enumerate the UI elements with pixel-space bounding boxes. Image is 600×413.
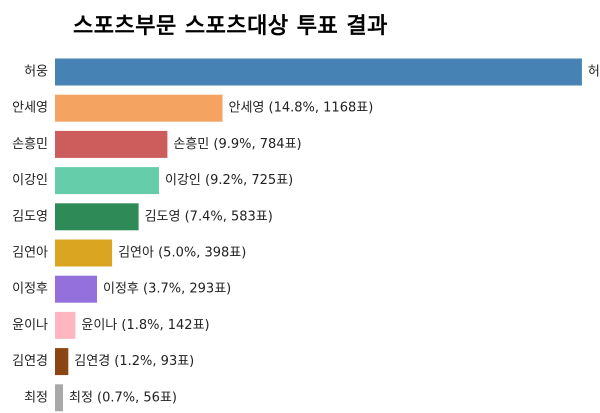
bar-2 [55,130,168,158]
category-label-8: 김연경 [12,354,48,369]
data-label-0: 허웅 (46.4%, 3674 [588,65,600,80]
data-label-9: 최정 (0.7%, 56표) [69,390,177,405]
category-label-0: 허웅 [24,65,48,80]
category-label-2: 손흥민 [12,137,48,152]
data-label-1: 안세영 (14.8%, 1168표) [229,101,374,116]
data-label-7: 윤이나 (1.8%, 142표) [81,318,209,333]
data-label-4: 김도영 (7.4%, 583표) [145,209,273,224]
bars-layer [55,58,582,412]
data-label-3: 이강인 (9.2%, 725표) [165,173,293,188]
bar-7 [55,311,76,339]
chart-title: 스포츠부문 스포츠대상 투표 결과 [73,14,388,39]
bar-9 [55,384,63,412]
bar-0 [55,58,582,86]
category-label-3: 이강인 [12,173,48,188]
category-label-1: 안세영 [12,101,48,116]
bar-3 [55,167,159,195]
category-label-9: 최정 [24,390,48,405]
data-label-5: 김연아 (5.0%, 398표) [118,246,246,261]
bar-6 [55,275,97,303]
category-label-5: 김연아 [12,246,48,261]
bar-1 [55,94,223,122]
bar-4 [55,203,139,231]
data-labels: 허웅 (46.4%, 3674 안세영 (14.8%, 1168표) 손흥민 (9.… [69,65,600,406]
category-label-4: 김도영 [12,209,48,224]
category-label-7: 윤이나 [12,318,48,333]
data-label-2: 손흥민 (9.9%, 784표) [173,137,301,152]
data-label-6: 이정후 (3.7%, 293표) [103,282,231,297]
bar-5 [55,239,113,267]
bar-8 [55,348,69,376]
category-label-6: 이정후 [12,282,48,297]
data-label-8: 김연경 (1.2%, 93표) [74,354,194,369]
